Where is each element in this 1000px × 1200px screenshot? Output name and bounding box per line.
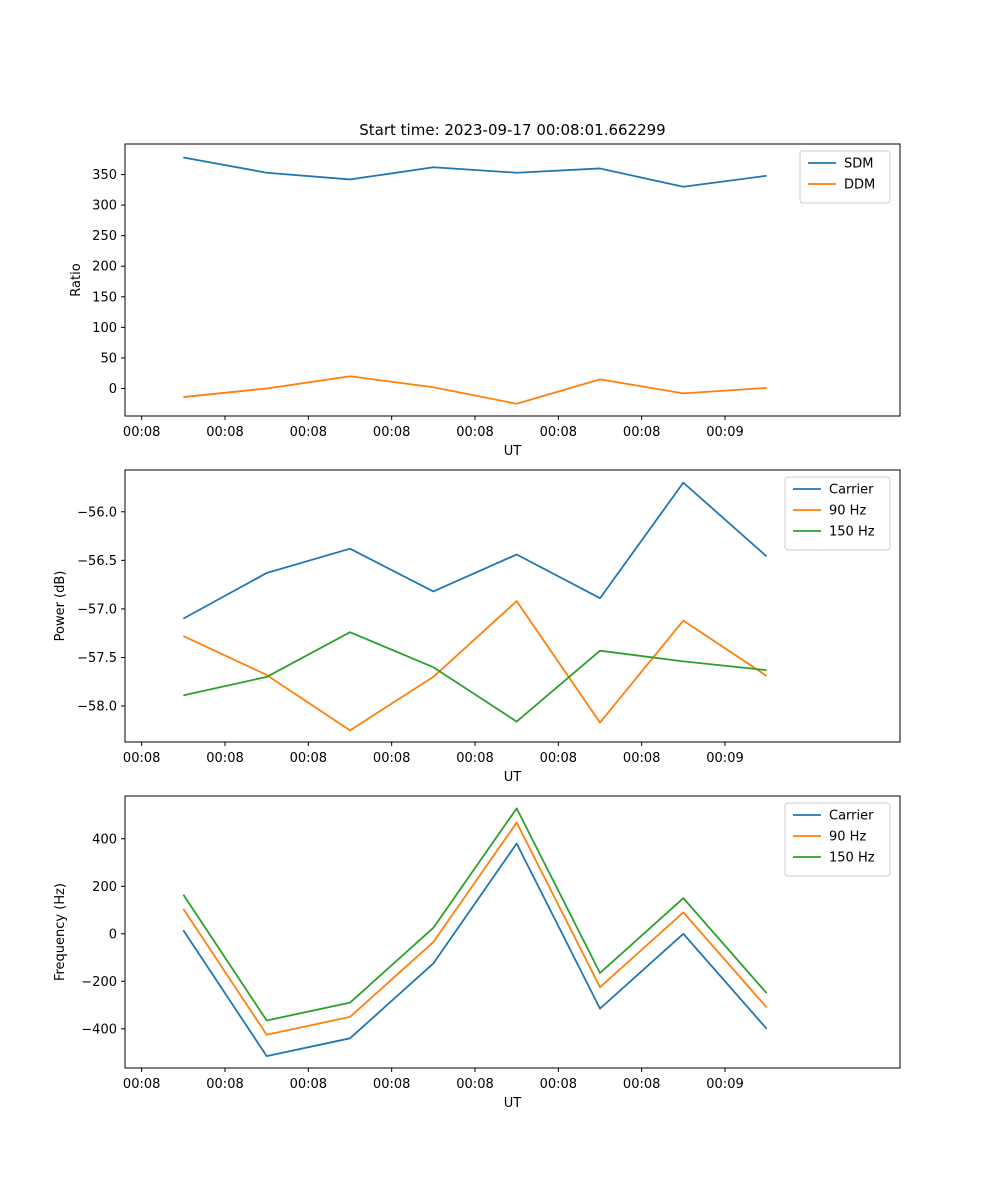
y-tick-label: 400 <box>92 832 117 847</box>
y-tick-label: 0 <box>109 382 117 397</box>
x-tick-label: 00:08 <box>623 751 660 766</box>
series-line-carrier <box>182 481 768 620</box>
y-tick-label: −56.5 <box>77 554 117 569</box>
x-axis-label: UT <box>504 770 522 785</box>
legend-label: Carrier <box>829 483 874 498</box>
x-axis-label: UT <box>504 1096 522 1111</box>
series-line-ddm <box>183 375 767 405</box>
y-tick-label: 200 <box>92 880 117 895</box>
legend-label: 90 Hz <box>829 830 866 845</box>
x-axis-label: UT <box>504 444 522 459</box>
x-tick-label: 00:09 <box>706 425 743 440</box>
chart-1: Start time: 2023-09-17 00:08:01.66229900… <box>69 121 901 459</box>
chart-title: Start time: 2023-09-17 00:08:01.662299 <box>359 121 665 139</box>
x-tick-label: 00:08 <box>123 1077 160 1092</box>
y-tick-label: −200 <box>81 975 117 990</box>
y-tick-label: 200 <box>92 260 117 275</box>
x-tick-label: 00:08 <box>456 425 493 440</box>
x-tick-label: 00:08 <box>290 425 327 440</box>
series-line-90-hz <box>182 821 768 1036</box>
series-line-carrier <box>182 842 768 1058</box>
y-tick-label: 150 <box>92 290 117 305</box>
y-tick-label: 350 <box>92 168 117 183</box>
y-tick-label: −57.0 <box>77 602 117 617</box>
x-tick-label: 00:08 <box>206 751 243 766</box>
legend-label: DDM <box>844 178 875 193</box>
legend-label: SDM <box>844 157 873 172</box>
y-axis-label: Power (dB) <box>53 571 68 642</box>
x-tick-label: 00:09 <box>706 1077 743 1092</box>
x-tick-label: 00:08 <box>373 1077 410 1092</box>
legend-label: Carrier <box>829 809 874 824</box>
y-axis-label: Frequency (Hz) <box>53 883 68 981</box>
x-tick-label: 00:08 <box>123 751 160 766</box>
x-tick-label: 00:08 <box>540 425 577 440</box>
x-tick-label: 00:08 <box>540 751 577 766</box>
y-tick-label: 50 <box>100 351 117 366</box>
x-tick-label: 00:08 <box>290 1077 327 1092</box>
x-tick-label: 00:08 <box>623 425 660 440</box>
legend: Carrier 90 Hz 150 Hz <box>784 476 891 551</box>
y-tick-label: −56.0 <box>77 505 117 520</box>
y-tick-label: −400 <box>81 1022 117 1037</box>
legend-label: 90 Hz <box>829 504 866 519</box>
y-tick-label: 0 <box>109 927 117 942</box>
axes-frame <box>124 795 901 1069</box>
x-tick-label: 00:08 <box>290 751 327 766</box>
chart-2: 00:08 00:08 00:08 00:08 00:08 00:08 00:08 00:09… <box>53 469 901 785</box>
series-line-150-hz <box>182 807 768 1022</box>
legend-label: 150 Hz <box>829 851 875 866</box>
legend-box <box>799 150 891 204</box>
y-axis-label: Ratio <box>69 263 84 296</box>
legend-label: 150 Hz <box>829 525 875 540</box>
y-tick-label: −58.0 <box>77 700 117 715</box>
axes-frame <box>124 143 901 417</box>
series-line-90-hz <box>182 600 768 732</box>
y-tick-label: 250 <box>92 229 117 244</box>
y-tick-label: 100 <box>92 321 117 336</box>
x-tick-label: 00:08 <box>540 1077 577 1092</box>
x-tick-label: 00:08 <box>206 425 243 440</box>
y-tick-label: −57.5 <box>77 651 117 666</box>
x-tick-label: 00:08 <box>456 1077 493 1092</box>
y-tick-label: 300 <box>92 199 117 214</box>
series-line-sdm <box>183 156 767 188</box>
x-tick-label: 00:08 <box>373 751 410 766</box>
legend: Carrier 90 Hz 150 Hz <box>784 802 891 877</box>
legend: SDM DDM <box>799 150 891 204</box>
x-tick-label: 00:08 <box>373 425 410 440</box>
x-tick-label: 00:09 <box>706 751 743 766</box>
x-tick-label: 00:08 <box>206 1077 243 1092</box>
x-tick-label: 00:08 <box>623 1077 660 1092</box>
x-tick-label: 00:08 <box>123 425 160 440</box>
axes-frame <box>124 469 901 743</box>
series-line-150-hz <box>183 631 767 723</box>
chart-3: 00:08 00:08 00:08 00:08 00:08 00:08 00:08 00:09… <box>53 795 901 1111</box>
x-tick-label: 00:08 <box>456 751 493 766</box>
